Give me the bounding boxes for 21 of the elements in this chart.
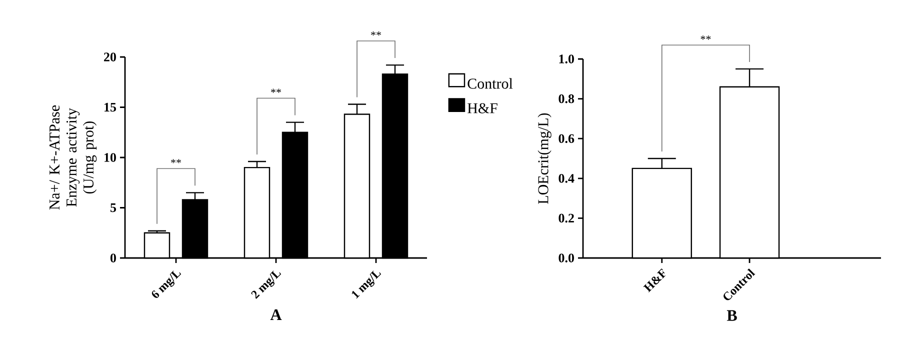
annotation: ** [271, 88, 281, 93]
y-tick-label: 0.6 [558, 134, 574, 144]
x-axis-title: A [270, 309, 282, 320]
y-tick-label: 5 [110, 203, 116, 212]
y-tick-label: 15 [104, 102, 116, 112]
y-tick-label: 10 [104, 153, 116, 162]
y-tick-label: 0.2 [558, 214, 574, 223]
y-tick-label: 0.8 [558, 94, 574, 104]
y-axis-title: Na+/ K+-ATPase Enzyme activity (U/mg prot) [49, 105, 97, 210]
y-tick-label: 1.0 [559, 54, 574, 64]
y-tick-label: 0.4 [558, 174, 574, 183]
x-axis-title: B [726, 310, 737, 321]
y-tick-label: 0.0 [558, 254, 574, 262]
y-tick-label: 20 [104, 52, 116, 62]
legend-label: H&F [468, 103, 498, 114]
annotation: ** [171, 159, 181, 164]
y-axis-title: LOEcrit(mg/L) [538, 113, 552, 204]
text: ** [700, 36, 711, 40]
legend-label: Control [468, 78, 513, 89]
text: ** [371, 32, 381, 36]
y-tick-label: 0 [110, 254, 116, 262]
